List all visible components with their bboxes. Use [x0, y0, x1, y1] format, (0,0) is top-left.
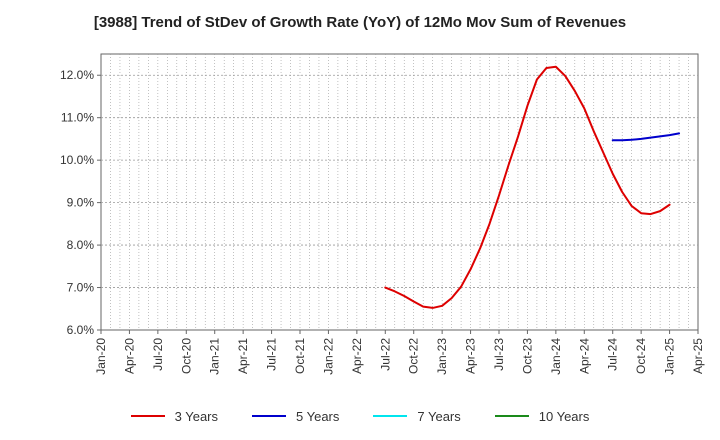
x-tick-label: Jul-21 [265, 338, 279, 371]
legend-item-7-years[interactable]: 7 Years [373, 408, 461, 424]
x-tick-label: Oct-24 [634, 338, 648, 374]
legend-swatch-10-years [494, 415, 529, 417]
x-tick-label: Jul-20 [151, 338, 165, 371]
x-tick-label: Jan-25 [663, 338, 677, 375]
x-tick-label: Oct-23 [520, 338, 534, 374]
y-tick-label: 12.0% [60, 68, 94, 82]
x-tick-label: Oct-20 [179, 338, 193, 374]
x-tick-label: Jan-20 [94, 338, 108, 375]
legend-label-3-years: 3 Years [174, 408, 218, 424]
legend-item-5-years[interactable]: 5 Years [252, 409, 339, 424]
x-tick-label: Apr-24 [577, 338, 591, 374]
chart-title: [3988] Trend of StDev of Growth Rate (Yo… [93, 14, 627, 31]
x-tick-label: Apr-22 [350, 338, 364, 374]
x-tick-label: Apr-23 [464, 338, 478, 374]
y-tick-label: 7.0% [67, 281, 95, 295]
series-line-3-years [384, 65, 671, 309]
legend-swatch-3-years [130, 415, 165, 417]
x-tick-label: Apr-20 [122, 338, 136, 374]
legend-item-10-years[interactable]: 10 Years [494, 408, 590, 424]
legend-swatch-7-years [373, 415, 408, 417]
y-tick-label: 9.0% [67, 196, 95, 210]
plot-area [100, 53, 699, 331]
y-tick-label: 10.0% [60, 153, 94, 167]
legend-swatch-5-years [252, 415, 286, 417]
legend-label-5-years: 5 Years [296, 408, 340, 424]
chart-legend: 3 Years 5 Years 7 Years 10 Years [0, 406, 720, 426]
x-tick-label: Oct-21 [293, 338, 307, 374]
chart-plot: 6.0% 7.0% 8.0% 9.0% 10.0% 11.0% 12.0% Jan-20 Apr… [60, 53, 705, 375]
x-tick-label: Jan-21 [208, 338, 222, 375]
x-tick-label: Jul-23 [492, 338, 506, 371]
x-tick-label: Jan-23 [435, 338, 449, 375]
x-tick-label: Jan-22 [321, 338, 335, 375]
x-tick-label: Apr-21 [236, 338, 250, 374]
x-tick-label: Apr-25 [691, 338, 705, 374]
x-tick-label: Oct-22 [407, 338, 421, 374]
y-tick-label: 11.0% [61, 111, 94, 125]
legend-label-7-years: 7 Years [417, 408, 461, 424]
x-tick-label: Jul-22 [378, 338, 392, 371]
legend-label-10-years: 10 Years [538, 408, 590, 424]
legend-item-3-years[interactable]: 3 Years [130, 408, 218, 424]
series-line-5-years [611, 132, 681, 142]
y-tick-label: 8.0% [67, 238, 95, 252]
x-tick-label: Jul-24 [606, 338, 620, 371]
y-tick-label: 6.0% [67, 323, 95, 337]
x-tick-label: Jan-24 [549, 338, 563, 375]
